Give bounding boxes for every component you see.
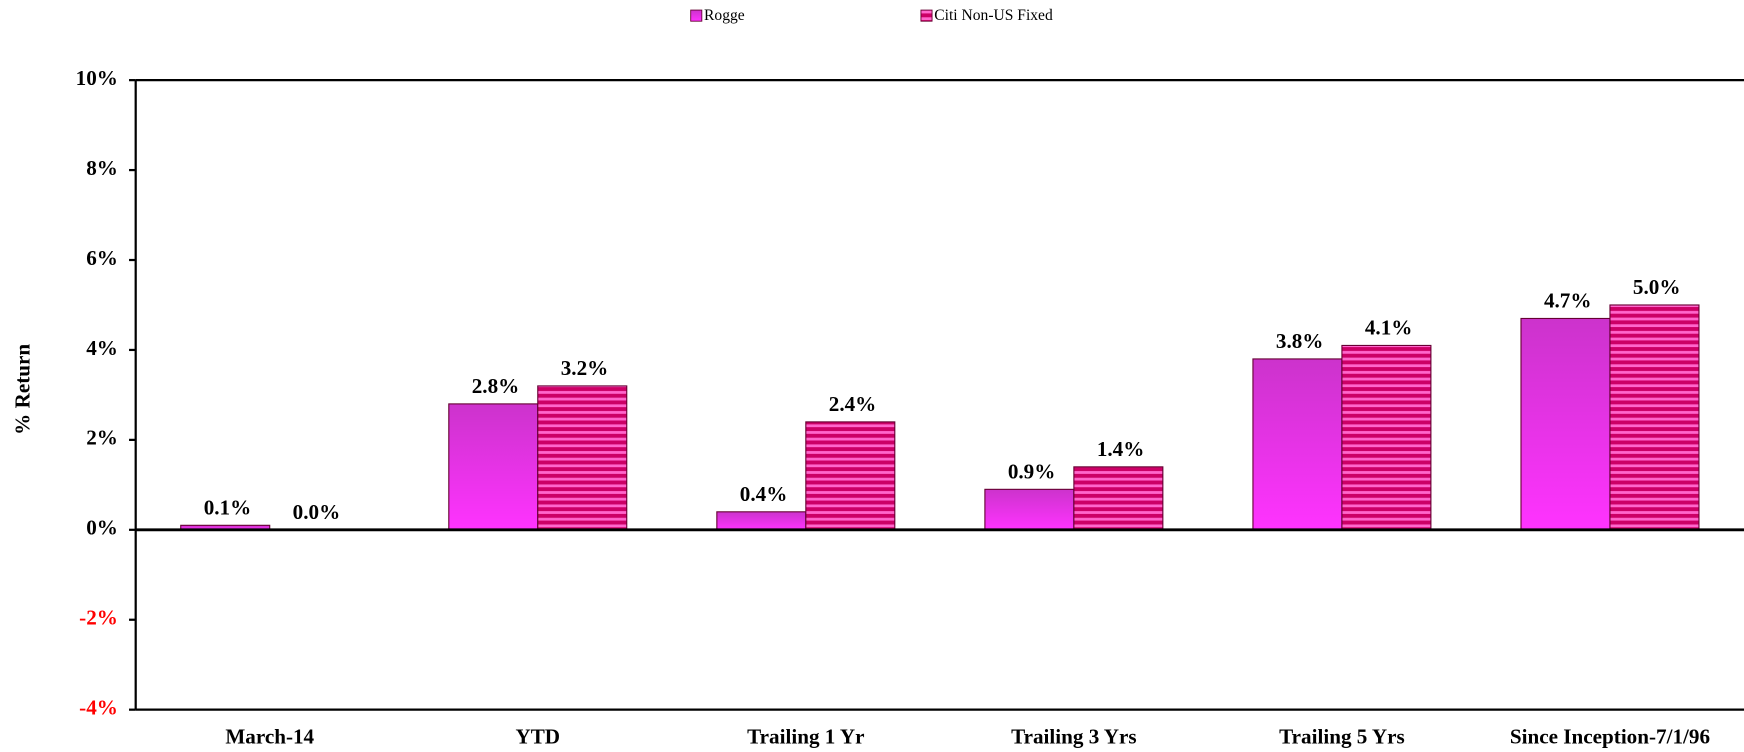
y-tick-label: -2%: [79, 606, 118, 630]
value-label: 3.8%: [1276, 329, 1324, 353]
value-label: 4.7%: [1544, 289, 1592, 313]
bar: [448, 403, 539, 531]
x-tick-label: YTD: [515, 724, 560, 748]
x-tick-label: March-14: [225, 724, 314, 748]
value-label: 5.0%: [1633, 275, 1681, 299]
bar: [537, 385, 628, 531]
bar: [1252, 358, 1343, 531]
value-label: 2.8%: [472, 374, 520, 398]
value-label: 3.2%: [561, 356, 609, 380]
value-label: 0.1%: [204, 496, 252, 520]
y-tick-label: 2%: [86, 426, 118, 450]
y-axis-label: % Return: [10, 344, 34, 435]
value-label: 0.0%: [293, 500, 341, 524]
y-tick-label: 4%: [86, 336, 118, 360]
bar: [1073, 466, 1164, 531]
bar: [984, 488, 1075, 531]
x-tick-label: Since Inception-7/1/96: [1510, 724, 1710, 748]
bar: [1341, 344, 1432, 531]
value-label: 0.9%: [1008, 460, 1056, 484]
legend-swatch: [920, 9, 933, 22]
bar: [716, 511, 807, 531]
legend-swatch: [690, 9, 703, 22]
x-tick-label: Trailing 3 Yrs: [1011, 724, 1137, 748]
bar: [1520, 317, 1611, 531]
x-tick-label: Trailing 1 Yr: [747, 724, 864, 748]
y-tick-label: 10%: [76, 66, 118, 90]
bar: [1609, 304, 1700, 531]
legend-label: Rogge: [704, 7, 745, 24]
y-tick-label: -4%: [79, 696, 118, 720]
legend-label: Citi Non-US Fixed: [934, 7, 1053, 24]
bar: [805, 421, 896, 531]
value-label: 4.1%: [1365, 316, 1413, 340]
value-label: 1.4%: [1097, 437, 1145, 461]
y-tick-label: 0%: [86, 516, 118, 540]
value-label: 2.4%: [829, 392, 877, 416]
value-label: 0.4%: [740, 482, 788, 506]
x-tick-label: Trailing 5 Yrs: [1279, 724, 1405, 748]
y-tick-label: 8%: [86, 156, 118, 180]
y-tick-label: 6%: [86, 246, 118, 270]
